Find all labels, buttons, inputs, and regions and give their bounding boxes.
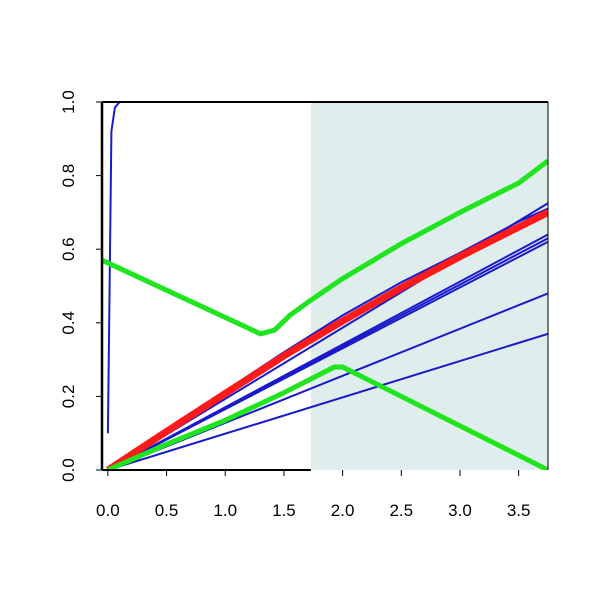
series-line-7 [107, 332, 548, 470]
series-line-10 [102, 158, 548, 337]
x-tick-label: 3.0 [448, 501, 472, 520]
x-tick-label: 2.5 [389, 501, 413, 520]
series-line-5 [107, 240, 548, 470]
x-tick-label: 1.5 [272, 501, 296, 520]
y-tick-label: 0.4 [59, 311, 78, 335]
y-tick-label: 1.0 [59, 90, 78, 114]
x-tick-label: 0.5 [155, 501, 179, 520]
x-tick-label: 3.5 [507, 501, 531, 520]
shaded-region [310, 102, 548, 470]
plot-area: 0.0 0.5 1.0 1.5 2.0 2.5 3.0 3.5 0.0 0.2 0.4 0.6 0.8 1… [59, 90, 549, 520]
x-tick-label: 0.0 [96, 501, 120, 520]
y-tick-label: 0.8 [59, 164, 78, 188]
y-tick-label: 0.6 [59, 237, 78, 261]
y-tick-label: 0.2 [59, 385, 78, 409]
x-tick-label: 1.0 [213, 501, 237, 520]
series-line-9 [105, 209, 548, 470]
x-tick-label: 2.0 [331, 501, 355, 520]
y-tick-label: 0.0 [59, 458, 78, 482]
series-line-11 [106, 364, 548, 470]
